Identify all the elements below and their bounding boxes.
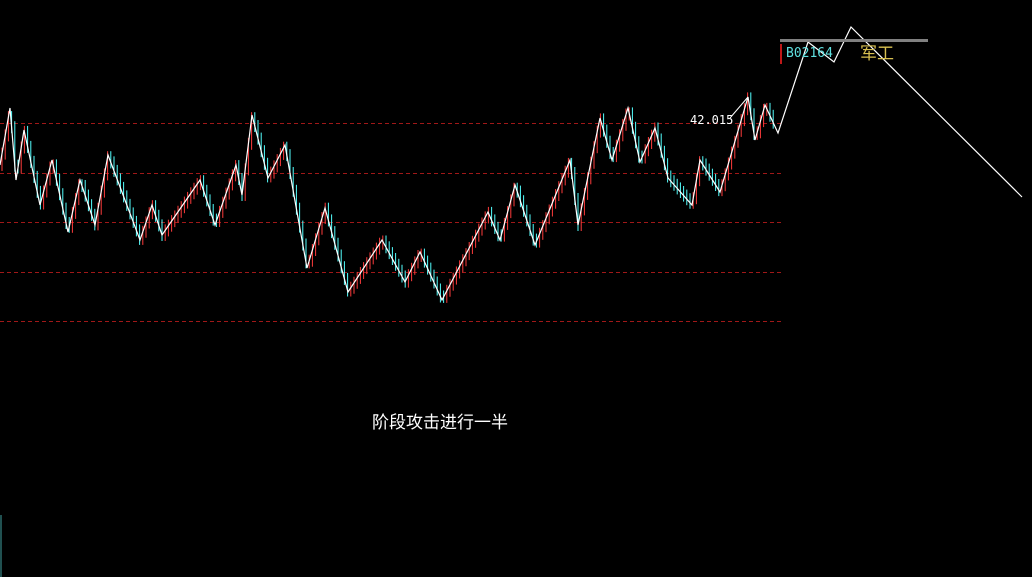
- price-levels: [0, 123, 782, 322]
- stock-code: B02164: [786, 46, 833, 61]
- annotation: 阶段攻击进行一半: [372, 413, 508, 433]
- price-label: 42.015: [690, 113, 733, 127]
- sector-name: 军工: [860, 44, 894, 64]
- zigzag-line: [0, 25, 1023, 302]
- price-pointer: [729, 96, 749, 119]
